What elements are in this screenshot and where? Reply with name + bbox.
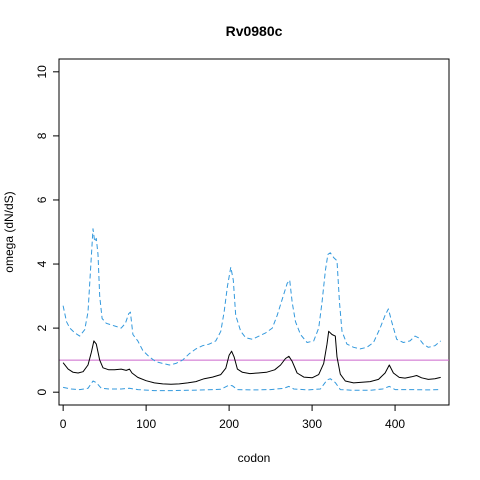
y-axis-label: omega (dN/dS) — [2, 191, 16, 272]
x-axis-label: codon — [238, 451, 271, 465]
y-tick-label: 0 — [35, 389, 49, 396]
series-line-estimate — [62, 330, 441, 385]
plot-frame — [58, 58, 450, 406]
x-tick-label: 400 — [385, 417, 405, 431]
y-tick-label: 2 — [35, 324, 49, 331]
x-tick-label: 0 — [60, 417, 67, 431]
y-tick-label: 6 — [35, 196, 49, 203]
series-line-lower — [63, 378, 441, 392]
y-tick-label: 10 — [35, 65, 49, 79]
x-tick-label: 200 — [219, 417, 239, 431]
series-line-upper — [62, 228, 442, 366]
x-axis: 0 100 200 300 400 — [60, 404, 405, 431]
y-tick-label: 4 — [35, 260, 49, 267]
y-axis: 0 2 4 6 8 10 — [35, 65, 60, 396]
chart-title: Rv0980c — [226, 23, 283, 39]
x-tick-label: 300 — [302, 417, 322, 431]
y-tick-label: 8 — [35, 132, 49, 139]
x-tick-label: 100 — [136, 417, 156, 431]
series-layer — [62, 228, 442, 392]
